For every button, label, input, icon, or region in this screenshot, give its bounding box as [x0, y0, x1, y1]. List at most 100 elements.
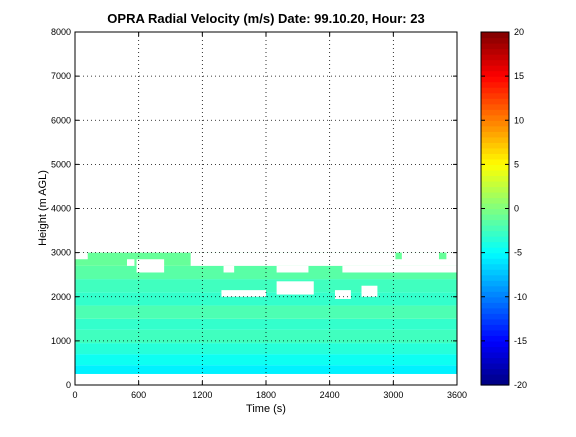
chart-title: OPRA Radial Velocity (m/s) Date: 99.10.2…: [107, 11, 424, 26]
y-tick-label-0: 0: [66, 380, 71, 390]
colorbar-segment-57: [481, 65, 509, 72]
colorbar-tick-label-7: 15: [514, 71, 524, 81]
colorbar-segment-23: [481, 252, 509, 259]
missing-data-gap-9: [334, 290, 351, 299]
colorbar-segment-31: [481, 208, 509, 215]
y-tick-label-5: 5000: [51, 159, 71, 169]
y-tick-label-2: 2000: [51, 292, 71, 302]
colorbar-segment-56: [481, 70, 509, 77]
heatmap-band-0: [75, 365, 457, 374]
missing-data-gap-4: [223, 265, 235, 273]
colorbar-tick-label-4: 0: [514, 204, 519, 214]
colorbar-segment-20: [481, 269, 509, 276]
colorbar-segment-16: [481, 291, 509, 298]
colorbar-tick-label-3: -5: [514, 248, 522, 258]
missing-data-gap-8: [276, 281, 314, 295]
colorbar-segment-9: [481, 329, 509, 336]
colorbar-segment-43: [481, 142, 509, 149]
y-tick-label-1: 1000: [51, 336, 71, 346]
y-tick-label-7: 7000: [51, 71, 71, 81]
colorbar-segment-58: [481, 59, 509, 66]
colorbar-segment-45: [481, 131, 509, 138]
heatmap-band-1: [75, 354, 457, 366]
missing-data-gap-6: [342, 265, 457, 273]
colorbar-segment-27: [481, 230, 509, 237]
missing-data-gap-2: [136, 259, 165, 273]
colorbar-segment-63: [481, 32, 509, 39]
colorbar-segment-53: [481, 87, 509, 94]
colorbar-segment-14: [481, 302, 509, 309]
colorbar-segment-11: [481, 318, 509, 325]
colorbar-segment-29: [481, 219, 509, 226]
colorbar-segment-49: [481, 109, 509, 116]
colorbar-segment-21: [481, 263, 509, 270]
colorbar-segment-44: [481, 136, 509, 143]
colorbar-segment-8: [481, 335, 509, 342]
missing-data-gap-3: [190, 252, 457, 266]
colorbar-segment-28: [481, 225, 509, 232]
colorbar-segment-24: [481, 247, 509, 254]
colorbar-segment-34: [481, 191, 509, 199]
plot-area: 0 600 1200 1800 2400 3000 3600 0 1000 2000 3000 400…: [51, 27, 467, 400]
colorbar-tick-label-6: 10: [514, 115, 524, 125]
colorbar-segment-59: [481, 54, 509, 61]
colorbar-segment-48: [481, 114, 509, 121]
colorbar-segment-52: [481, 92, 509, 99]
colorbar-segment-39: [481, 164, 509, 171]
colorbar-tick-label-8: 20: [514, 27, 524, 37]
colorbar-segment-0: [481, 379, 509, 386]
colorbar: -20 -15 -10 -5 0 5 10 15 20: [480, 27, 527, 390]
colorbar-segment-12: [481, 313, 509, 320]
heatmap-patch-1: [438, 252, 447, 260]
colorbar-segment-36: [481, 180, 509, 188]
colorbar-tick-label-5: 5: [514, 159, 519, 169]
colorbar-segment-22: [481, 258, 509, 265]
colorbar-segment-51: [481, 98, 509, 105]
colorbar-segment-25: [481, 241, 509, 248]
colorbar-segment-19: [481, 274, 509, 281]
x-tick-label-2: 1200: [192, 390, 212, 400]
y-tick-label-8: 8000: [51, 27, 71, 37]
x-tick-label-5: 3000: [383, 390, 403, 400]
colorbar-segment-10: [481, 324, 509, 331]
colorbar-segment-7: [481, 340, 509, 347]
colorbar-segment-61: [481, 43, 509, 50]
missing-data-gap-1: [126, 259, 135, 266]
x-axis-label: Time (s): [246, 403, 286, 415]
colorbar-segment-26: [481, 236, 509, 243]
colorbar-segment-1: [481, 373, 509, 381]
x-tick-label-0: 0: [72, 390, 77, 400]
colorbar-segment-38: [481, 169, 509, 177]
colorbar-segment-30: [481, 214, 509, 221]
colorbar-segment-13: [481, 307, 509, 314]
colorbar-segment-15: [481, 296, 509, 303]
colorbar-segment-33: [481, 197, 509, 204]
colorbar-segment-17: [481, 285, 509, 292]
x-tick-label-1: 600: [131, 390, 146, 400]
colorbar-segment-62: [481, 37, 509, 44]
colorbar-tick-label-0: -20: [514, 380, 527, 390]
colorbar-segment-4: [481, 357, 509, 364]
colorbar-segment-37: [481, 175, 509, 182]
y-tick-label-6: 6000: [51, 115, 71, 125]
heatmap-patch-0: [395, 252, 402, 260]
x-tick-label-3: 1800: [256, 390, 276, 400]
missing-data-gap-0: [75, 252, 88, 260]
colorbar-segment-40: [481, 158, 509, 165]
x-tick-label-4: 2400: [320, 390, 340, 400]
colorbar-tick-label-1: -15: [514, 336, 527, 346]
colorbar-segment-18: [481, 280, 509, 287]
x-tick-label-6: 3600: [447, 390, 467, 400]
missing-data-gap-10: [361, 285, 378, 297]
y-tick-label-3: 3000: [51, 248, 71, 258]
colorbar-segment-35: [481, 186, 509, 193]
missing-data-gap-5: [276, 265, 309, 273]
colorbar-segment-54: [481, 81, 509, 88]
colorbar-segment-42: [481, 147, 509, 154]
colorbar-tick-label-2: -10: [514, 292, 527, 302]
colorbar-segment-6: [481, 346, 509, 353]
y-tick-label-4: 4000: [51, 204, 71, 214]
colorbar-segment-41: [481, 153, 509, 160]
